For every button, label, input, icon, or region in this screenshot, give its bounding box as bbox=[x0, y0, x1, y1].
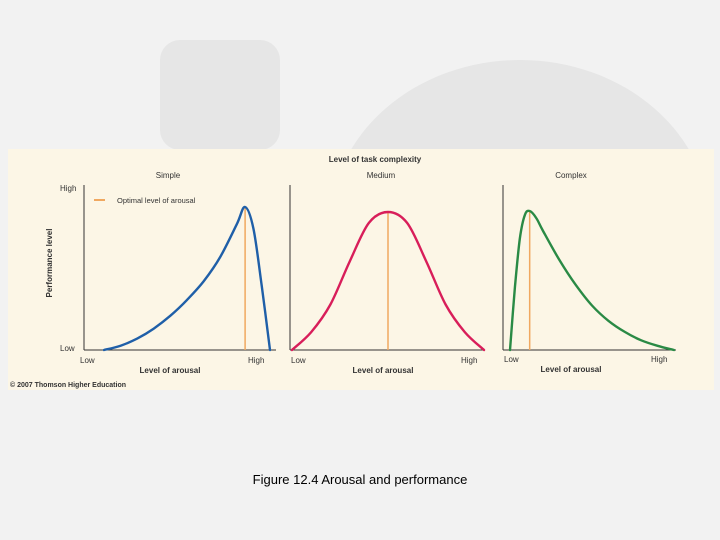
copyright-text: © 2007 Thomson Higher Education bbox=[10, 381, 126, 389]
background-blob bbox=[160, 40, 280, 150]
curve-medium bbox=[290, 210, 486, 352]
complex-x-tick-low: Low bbox=[504, 355, 519, 364]
arousal-performance-chart: Level of task complexity Simple Medium C… bbox=[10, 155, 676, 389]
complex-x-axis-label: Level of arousal bbox=[541, 365, 602, 374]
y-tick-high: High bbox=[60, 184, 76, 193]
medium-x-axis-label: Level of arousal bbox=[353, 366, 414, 375]
complex-x-tick-high: High bbox=[651, 355, 667, 364]
y-tick-low: Low bbox=[60, 344, 75, 353]
curve-complex bbox=[508, 209, 676, 352]
figure-panel: Level of task complexity Simple Medium C… bbox=[8, 149, 714, 390]
medium-x-tick-high: High bbox=[461, 356, 477, 365]
panel-subtitle-complex: Complex bbox=[555, 171, 587, 180]
figure-caption: Figure 12.4 Arousal and performance bbox=[252, 472, 468, 487]
panel-subtitle-simple: Simple bbox=[156, 171, 181, 180]
simple-x-tick-low: Low bbox=[80, 356, 95, 365]
simple-x-tick-high: High bbox=[248, 356, 264, 365]
panel-subtitle-medium: Medium bbox=[367, 171, 396, 180]
simple-x-axis-label: Level of arousal bbox=[140, 366, 201, 375]
legend-label: Optimal level of arousal bbox=[117, 196, 196, 205]
curve-simple bbox=[102, 205, 272, 352]
y-axis-label: Performance level bbox=[45, 229, 54, 298]
medium-x-tick-low: Low bbox=[291, 356, 306, 365]
chart-title: Level of task complexity bbox=[329, 155, 422, 164]
